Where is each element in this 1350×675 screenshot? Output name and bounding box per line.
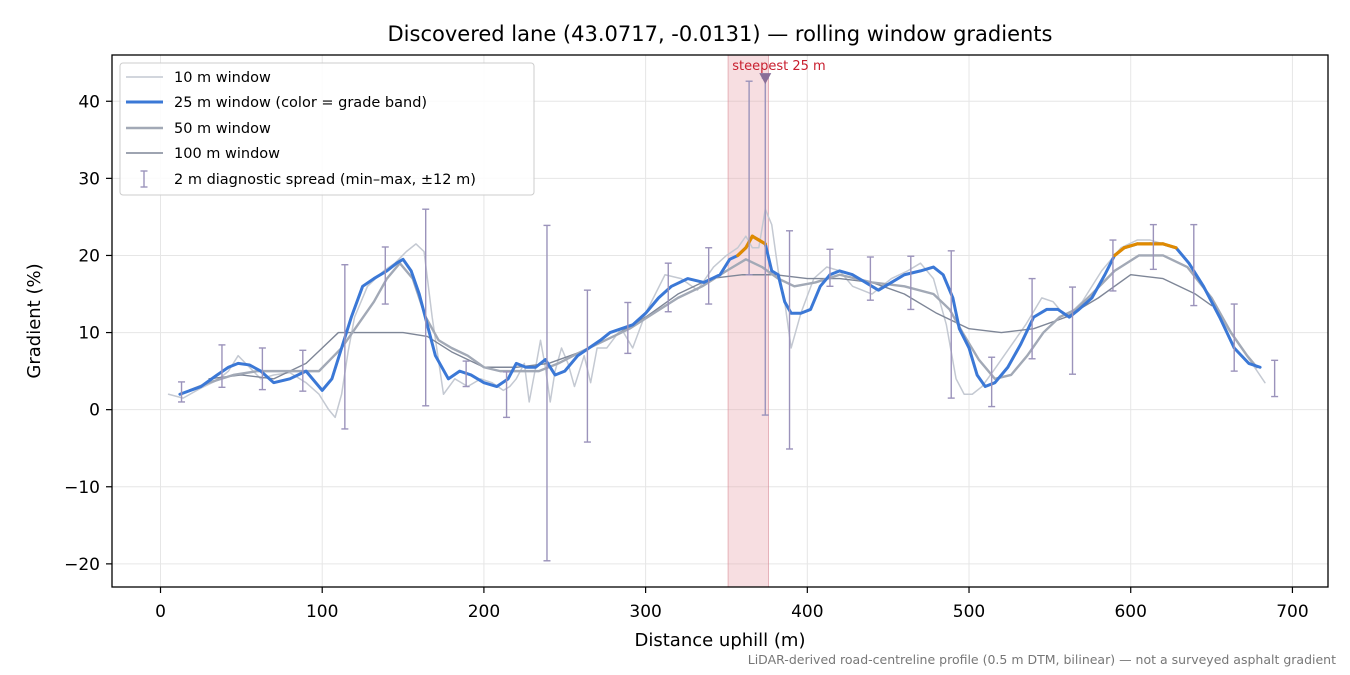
error-bar — [664, 262, 672, 313]
x-tick-label: 700 — [1276, 602, 1308, 622]
legend-label: 100 m window — [174, 146, 280, 162]
chart-title: Discovered lane (43.0717, -0.0131) — rol… — [388, 22, 1053, 46]
legend-label: 25 m window (color = grade band) — [174, 95, 427, 111]
error-bar — [907, 255, 915, 311]
x-axis-label: Distance uphill (m) — [635, 630, 806, 651]
legend-entries: 10 m window 25 m window (color = grade ba… — [126, 70, 476, 188]
x-tick-label: 500 — [953, 602, 985, 622]
error-bar — [624, 301, 632, 355]
series-line-4 — [208, 274, 1213, 380]
x-tick-label: 600 — [1114, 602, 1146, 622]
x-tick-label: 300 — [629, 602, 661, 622]
x-tick-label: 100 — [306, 602, 338, 622]
error-bar — [1149, 223, 1157, 271]
error-bar — [705, 247, 713, 305]
plot-frame — [111, 54, 1329, 588]
grade-band-segment — [757, 238, 767, 246]
error-bar — [1271, 359, 1279, 398]
y-axis-label: Gradient (%) — [24, 263, 45, 378]
error-bar — [947, 250, 955, 399]
error-bar — [745, 80, 753, 276]
legend-entry: 25 m window (color = grade band) — [126, 95, 427, 111]
error-bar — [826, 248, 834, 288]
error-bars — [178, 77, 1279, 562]
error-bar — [988, 356, 996, 408]
error-bar — [1190, 223, 1198, 307]
error-bar — [462, 360, 470, 388]
grade-band-segment — [1112, 246, 1126, 258]
legend: 10 m window 25 m window (color = grade ba… — [119, 62, 535, 196]
footnote: LiDAR-derived road-centreline profile (0… — [748, 652, 1336, 667]
series-line-3 — [188, 254, 1259, 392]
error-bar — [341, 264, 349, 430]
legend-entry: 10 m window — [126, 70, 271, 86]
grade-band-segment — [1161, 242, 1178, 250]
y-tick-label: 0 — [89, 401, 100, 421]
y-tick-label: 30 — [78, 169, 100, 189]
error-bar — [422, 208, 430, 407]
legend-label: 2 m diagnostic spread (min–max, ±12 m) — [174, 172, 476, 188]
y-tick-label: 20 — [78, 246, 100, 266]
error-bar — [1028, 277, 1036, 360]
steepest-segment-band — [727, 54, 770, 588]
error-bar — [583, 289, 591, 443]
error-bar — [1069, 286, 1077, 375]
error-bar — [543, 224, 551, 562]
y-tick-label: −10 — [64, 478, 100, 498]
grade-band-segment — [1122, 242, 1139, 250]
error-bar — [258, 347, 266, 391]
error-bar — [786, 230, 794, 450]
grade-band-segment — [736, 246, 748, 258]
error-bar — [1109, 239, 1117, 292]
error-bar — [866, 256, 874, 301]
error-bar — [503, 371, 511, 419]
legend-entry: 100 m window — [126, 146, 280, 162]
legend-label: 50 m window — [174, 121, 271, 137]
error-bar — [299, 349, 307, 392]
y-tick-label: −20 — [64, 555, 100, 575]
y-axis-ticks: −20 −10 0 10 20 30 40 — [64, 92, 112, 575]
y-tick-label: 10 — [78, 324, 100, 344]
x-tick-label: 400 — [791, 602, 823, 622]
steepest-marker: steepest 25 m — [732, 59, 826, 85]
error-bar — [218, 344, 226, 389]
y-tick-label: 40 — [78, 92, 100, 112]
error-bar — [178, 381, 186, 403]
error-bar — [1230, 303, 1238, 372]
x-tick-label: 0 — [155, 602, 166, 622]
steepest-marker-icon — [759, 73, 772, 85]
legend-label: 10 m window — [174, 70, 271, 86]
legend-entry: 2 m diagnostic spread (min–max, ±12 m) — [140, 170, 476, 188]
x-tick-label: 200 — [468, 602, 500, 622]
legend-box — [119, 62, 535, 196]
error-bar — [381, 246, 389, 305]
steepest-label: steepest 25 m — [732, 59, 825, 74]
legend-entry: 50 m window — [126, 121, 271, 137]
x-axis-ticks: 0 100 200 300 400 500 600 700 — [155, 587, 1309, 622]
series-lines — [167, 208, 1266, 419]
